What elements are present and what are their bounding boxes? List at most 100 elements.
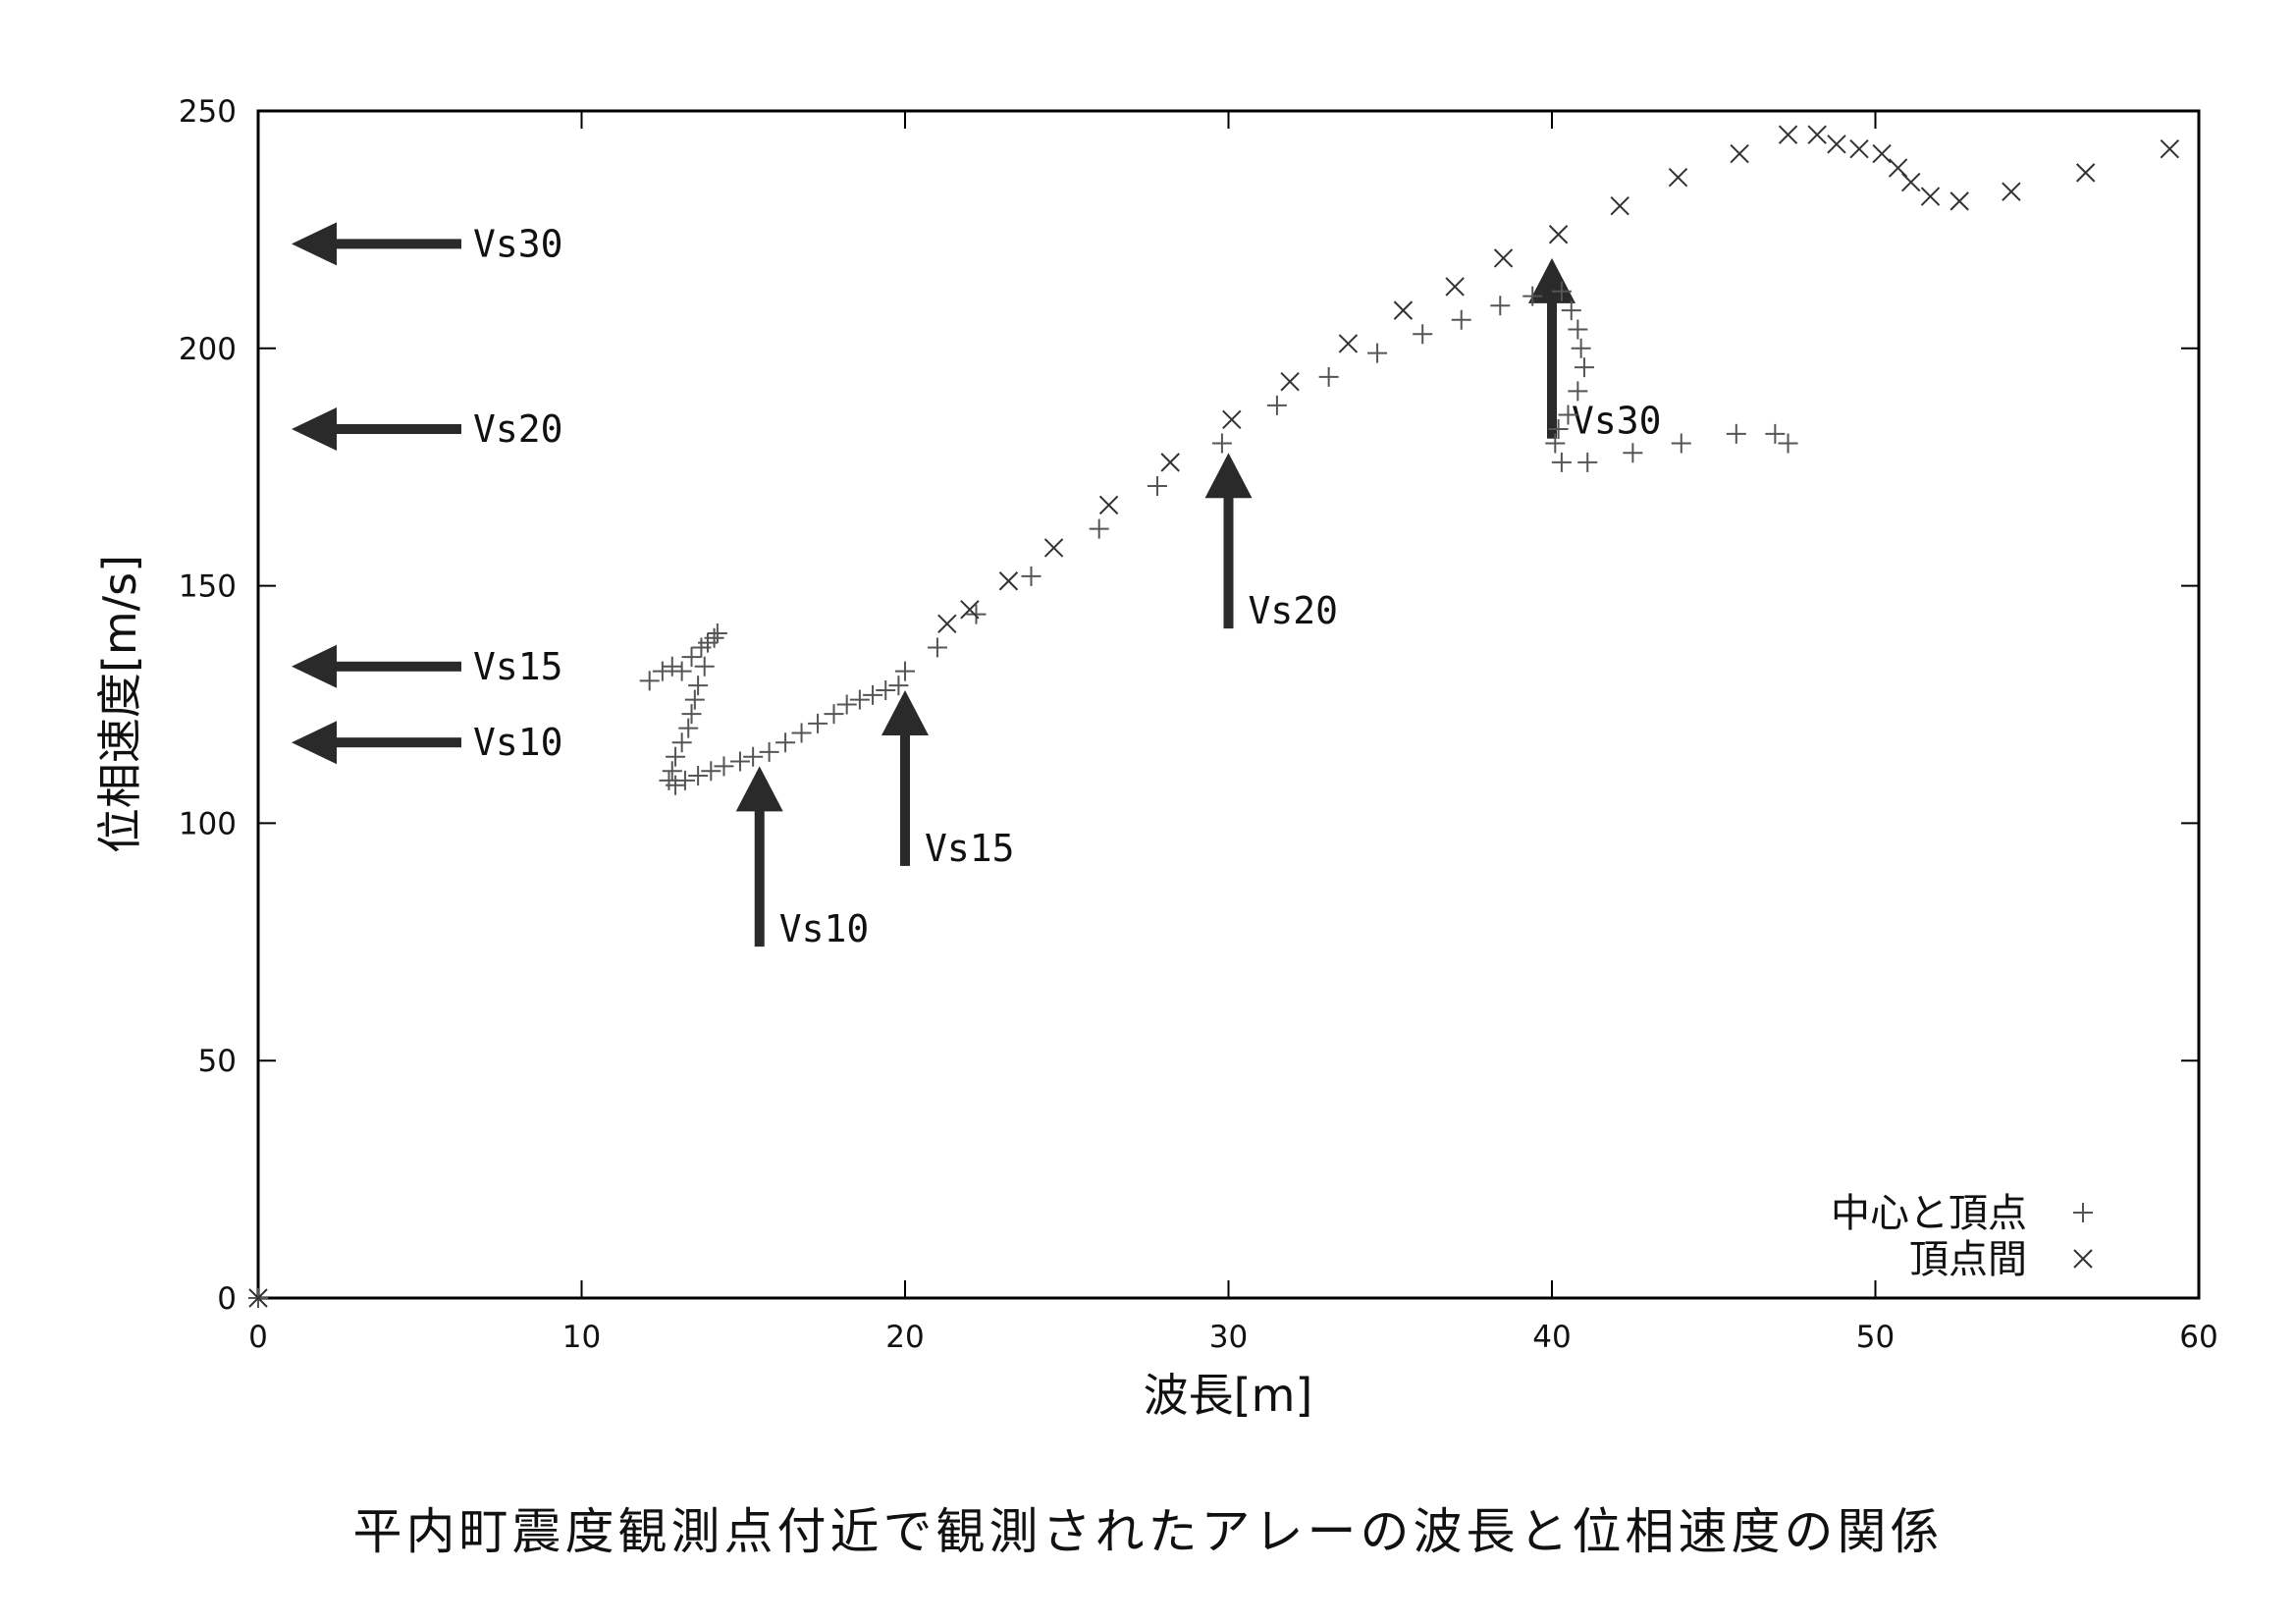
- plus-point: [876, 679, 896, 700]
- cross-point: [1393, 300, 1414, 320]
- y-tick-label: 100: [179, 806, 237, 841]
- cross-point: [1807, 125, 1827, 144]
- plus-point: [1671, 433, 1691, 454]
- y-axis-title: 位相速度[m/s]: [93, 555, 146, 853]
- vertical-arrow-shaft: [754, 809, 765, 947]
- plus-point: [927, 637, 947, 658]
- x-axis-title: 波長[m]: [1144, 1369, 1313, 1422]
- plus-point: [849, 689, 870, 710]
- plus-point: [662, 656, 682, 677]
- x-tick-label: 10: [562, 1320, 601, 1355]
- vertical-arrow-label: Vs20: [1249, 589, 1339, 632]
- plus-point: [681, 647, 702, 668]
- data-points: [248, 125, 2180, 1308]
- plus-point: [1211, 433, 1232, 454]
- cross-point: [1778, 125, 1798, 144]
- legend-cross-marker: [2073, 1249, 2093, 1269]
- horizontal-arrow-shaft: [335, 424, 461, 435]
- plus-point: [1765, 423, 1786, 444]
- legend-plus-marker: [2073, 1203, 2093, 1222]
- plus-point: [662, 761, 682, 782]
- vertical-arrow-head: [881, 689, 929, 735]
- cross-point: [2002, 182, 2021, 201]
- cross-point: [2160, 138, 2180, 159]
- x-tick-label: 0: [248, 1320, 268, 1355]
- plus-point: [743, 746, 764, 767]
- vertical-arrow-head: [735, 766, 783, 812]
- plus-point: [895, 661, 915, 681]
- plot-frame: [256, 109, 2201, 1300]
- cross-point: [1901, 172, 1921, 192]
- x-tick-label: 20: [885, 1320, 924, 1355]
- cross-point: [1493, 248, 1514, 268]
- vertical-arrow-label: Vs15: [925, 827, 1015, 870]
- horizontal-arrow-head: [292, 721, 337, 765]
- cross-point: [1827, 135, 1846, 154]
- x-tick-label: 50: [1856, 1320, 1895, 1355]
- plus-point: [1367, 343, 1388, 363]
- plus-point: [1545, 433, 1566, 454]
- plus-point: [652, 661, 672, 681]
- plus-point: [681, 704, 702, 725]
- plus-point: [1571, 338, 1591, 358]
- horizontal-arrow-shaft: [335, 661, 461, 672]
- plus-point: [1318, 366, 1339, 387]
- plus-point: [1266, 395, 1287, 415]
- plus-point: [1490, 296, 1511, 316]
- plus-point: [1148, 476, 1168, 497]
- x-tick-label: 40: [1532, 1320, 1571, 1355]
- y-tick-label: 200: [179, 332, 237, 367]
- chart-caption: 平内町震度観測点付近で観測されたアレーの波長と位相速度の関係: [352, 1503, 1944, 1560]
- plus-point: [674, 770, 695, 790]
- plus-point: [824, 704, 844, 725]
- horizontal-arrow-label: Vs15: [473, 645, 563, 688]
- plus-point: [1568, 381, 1588, 402]
- cross-point: [1098, 495, 1119, 515]
- plus-point: [1551, 281, 1572, 301]
- cross-point: [937, 614, 957, 633]
- legend-label: 中心と頂点: [1831, 1191, 2027, 1236]
- plus-point: [639, 671, 660, 691]
- cross-point: [1548, 225, 1569, 244]
- horizontal-arrow-head: [292, 407, 337, 452]
- plus-point: [688, 676, 709, 696]
- cross-point: [2075, 163, 2096, 183]
- plus-point: [729, 751, 750, 772]
- plus-point: [707, 623, 727, 643]
- horizontal-arrow-head: [292, 644, 337, 688]
- plus-point: [1778, 433, 1798, 454]
- plus-point: [1413, 324, 1433, 345]
- plus-point: [1522, 286, 1543, 306]
- y-tick-label: 0: [217, 1281, 237, 1317]
- plus-point: [704, 627, 724, 648]
- plus-point: [1568, 319, 1588, 340]
- cross-point: [1043, 538, 1064, 558]
- horizontal-arrow-shaft: [335, 239, 461, 249]
- vertical-arrow-shaft: [1547, 300, 1557, 439]
- cross-point: [998, 571, 1019, 591]
- plus-point: [863, 684, 883, 705]
- x-tick-label: 30: [1209, 1320, 1248, 1355]
- plus-point: [666, 746, 686, 767]
- plus-point: [1623, 443, 1643, 463]
- plus-point: [678, 718, 699, 738]
- cross-point: [1872, 143, 1892, 164]
- plus-point: [1548, 419, 1569, 440]
- horizontal-arrow-head: [292, 222, 337, 266]
- axis-ticks: 0 10 20 30 40 50 60 0 50 100 150 200 250: [179, 94, 2218, 1355]
- y-tick-label: 150: [179, 569, 237, 605]
- legend-label: 頂点間: [1909, 1237, 2027, 1282]
- plus-point: [1089, 518, 1109, 539]
- plus-point: [671, 661, 692, 681]
- plus-point: [759, 741, 779, 762]
- plus-point: [1577, 452, 1598, 472]
- cross-point: [1338, 334, 1359, 353]
- cross-point: [1949, 191, 1969, 211]
- vertical-arrow-shaft: [1223, 496, 1234, 629]
- horizontal-arrow-shaft: [335, 737, 461, 748]
- vertical-arrow-shaft: [900, 732, 910, 866]
- cross-point: [1668, 167, 1688, 188]
- plus-point: [694, 656, 715, 677]
